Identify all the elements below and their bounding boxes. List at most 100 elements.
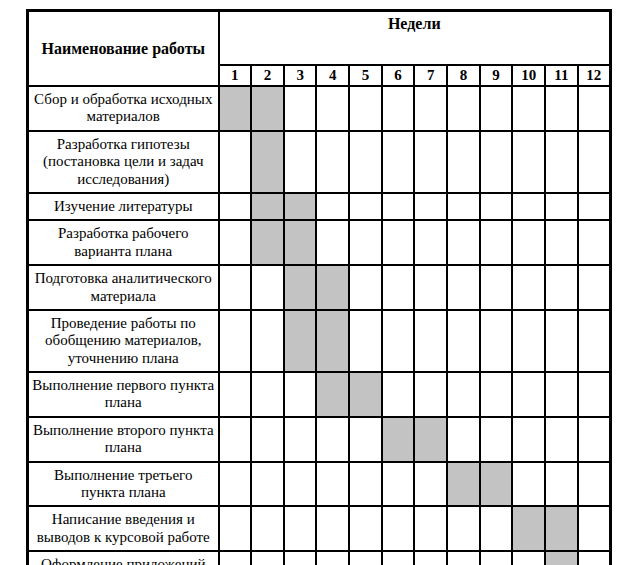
- gantt-empty-cell: [349, 506, 382, 551]
- gantt-empty-cell: [447, 265, 480, 310]
- gantt-empty-cell: [251, 265, 284, 310]
- gantt-empty-cell: [414, 551, 447, 565]
- gantt-empty-cell: [349, 265, 382, 310]
- gantt-empty-cell: [382, 506, 415, 551]
- gantt-empty-cell: [349, 131, 382, 193]
- task-label: Выполнение первого пункта плана: [28, 372, 219, 417]
- gantt-bar-cell: [284, 220, 317, 265]
- gantt-empty-cell: [382, 310, 415, 372]
- gantt-bar-cell: [284, 310, 317, 372]
- task-row: Выполнение первого пункта плана: [28, 372, 611, 417]
- task-label: Выполнение третьего пункта плана: [28, 462, 219, 507]
- task-label: Подготовка аналитического материала: [28, 265, 219, 310]
- gantt-empty-cell: [251, 310, 284, 372]
- gantt-empty-cell: [219, 462, 252, 507]
- header-row-top: Наименование работы Недели: [28, 11, 611, 66]
- gantt-empty-cell: [414, 462, 447, 507]
- gantt-bar-cell: [316, 310, 349, 372]
- week-number-8: 8: [447, 65, 480, 86]
- gantt-empty-cell: [219, 193, 252, 220]
- task-label: Разработка рабочего варианта плана: [28, 220, 219, 265]
- week-number-12: 12: [578, 65, 611, 86]
- week-number-2: 2: [251, 65, 284, 86]
- gantt-bar-cell: [251, 193, 284, 220]
- week-number-9: 9: [480, 65, 513, 86]
- gantt-empty-cell: [414, 193, 447, 220]
- gantt-empty-cell: [480, 551, 513, 565]
- gantt-empty-cell: [349, 551, 382, 565]
- gantt-empty-cell: [545, 131, 578, 193]
- gantt-empty-cell: [512, 131, 545, 193]
- gantt-empty-cell: [447, 551, 480, 565]
- gantt-empty-cell: [251, 506, 284, 551]
- gantt-empty-cell: [512, 265, 545, 310]
- gantt-empty-cell: [480, 310, 513, 372]
- gantt-empty-cell: [545, 265, 578, 310]
- gantt-empty-cell: [480, 193, 513, 220]
- task-row: Сбор и обработка исходных материалов: [28, 86, 611, 131]
- gantt-empty-cell: [480, 265, 513, 310]
- gantt-empty-cell: [414, 86, 447, 131]
- gantt-empty-cell: [414, 372, 447, 417]
- gantt-empty-cell: [512, 86, 545, 131]
- gantt-empty-cell: [284, 417, 317, 462]
- gantt-empty-cell: [414, 131, 447, 193]
- gantt-empty-cell: [480, 417, 513, 462]
- gantt-bar-cell: [512, 506, 545, 551]
- gantt-empty-cell: [512, 417, 545, 462]
- task-rows-body: Сбор и обработка исходных материалов Разр…: [28, 86, 611, 565]
- gantt-empty-cell: [480, 506, 513, 551]
- gantt-bar-cell: [316, 265, 349, 310]
- gantt-empty-cell: [545, 86, 578, 131]
- gantt-bar-cell: [219, 86, 252, 131]
- gantt-empty-cell: [349, 417, 382, 462]
- task-label: Написание введения и выводов к курсовой …: [28, 506, 219, 551]
- gantt-empty-cell: [545, 417, 578, 462]
- gantt-bar-cell: [251, 131, 284, 193]
- gantt-empty-cell: [545, 462, 578, 507]
- week-number-10: 10: [512, 65, 545, 86]
- gantt-empty-cell: [219, 417, 252, 462]
- gantt-empty-cell: [578, 265, 611, 310]
- gantt-empty-cell: [512, 372, 545, 417]
- gantt-schedule-table: Наименование работы Недели 1234567891011…: [26, 9, 612, 565]
- gantt-empty-cell: [512, 193, 545, 220]
- gantt-empty-cell: [382, 220, 415, 265]
- task-row: Выполнение третьего пункта плана: [28, 462, 611, 507]
- task-row: Проведение работы по обобщению материало…: [28, 310, 611, 372]
- gantt-empty-cell: [512, 551, 545, 565]
- gantt-empty-cell: [578, 131, 611, 193]
- gantt-empty-cell: [382, 265, 415, 310]
- gantt-empty-cell: [251, 417, 284, 462]
- gantt-empty-cell: [545, 372, 578, 417]
- gantt-empty-cell: [284, 131, 317, 193]
- gantt-empty-cell: [349, 462, 382, 507]
- gantt-empty-cell: [512, 310, 545, 372]
- gantt-empty-cell: [578, 86, 611, 131]
- gantt-empty-cell: [219, 310, 252, 372]
- gantt-bar-cell: [545, 551, 578, 565]
- gantt-empty-cell: [316, 506, 349, 551]
- task-label: Выполнение второго пункта плана: [28, 417, 219, 462]
- column-group-header-weeks: Недели: [219, 11, 611, 66]
- gantt-bar-cell: [284, 265, 317, 310]
- gantt-empty-cell: [512, 462, 545, 507]
- gantt-empty-cell: [414, 310, 447, 372]
- week-number-5: 5: [349, 65, 382, 86]
- document-page: Наименование работы Недели 1234567891011…: [0, 0, 643, 565]
- gantt-empty-cell: [349, 193, 382, 220]
- column-header-task-name: Наименование работы: [28, 11, 219, 87]
- task-label: Сбор и обработка исходных материалов: [28, 86, 219, 131]
- task-row: Подготовка аналитического материала: [28, 265, 611, 310]
- gantt-empty-cell: [219, 265, 252, 310]
- gantt-bar-cell: [414, 417, 447, 462]
- gantt-empty-cell: [219, 372, 252, 417]
- week-number-11: 11: [545, 65, 578, 86]
- gantt-empty-cell: [382, 193, 415, 220]
- gantt-empty-cell: [316, 417, 349, 462]
- gantt-empty-cell: [578, 462, 611, 507]
- gantt-empty-cell: [578, 193, 611, 220]
- gantt-empty-cell: [284, 86, 317, 131]
- gantt-bar-cell: [545, 506, 578, 551]
- gantt-empty-cell: [414, 265, 447, 310]
